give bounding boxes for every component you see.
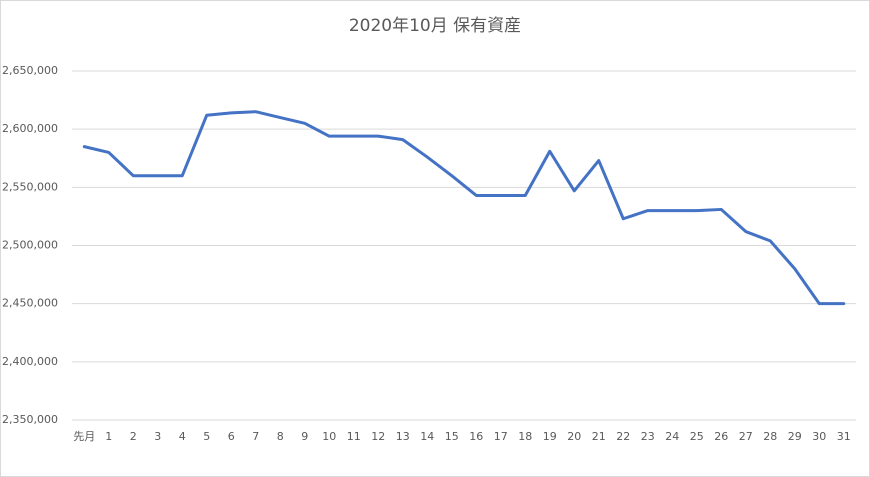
y-tick-label: 2,500,000 bbox=[2, 239, 58, 252]
x-tick-label: 3 bbox=[154, 430, 161, 443]
x-tick-label: 26 bbox=[714, 430, 728, 443]
x-tick-label: 19 bbox=[543, 430, 557, 443]
x-tick-label: 10 bbox=[322, 430, 336, 443]
x-tick-label: 9 bbox=[301, 430, 308, 443]
x-tick-label: 7 bbox=[252, 430, 259, 443]
x-tick-label: 5 bbox=[203, 430, 210, 443]
x-tick-label: 16 bbox=[469, 430, 483, 443]
x-tick-label: 23 bbox=[641, 430, 655, 443]
x-tick-label: 27 bbox=[739, 430, 753, 443]
x-tick-label: 25 bbox=[690, 430, 704, 443]
y-tick-label: 2,650,000 bbox=[2, 64, 58, 77]
y-tick-label: 2,450,000 bbox=[2, 297, 58, 310]
x-tick-label: 17 bbox=[494, 430, 508, 443]
x-tick-label: 2 bbox=[130, 430, 137, 443]
y-tick-label: 2,350,000 bbox=[2, 413, 58, 426]
x-tick-label: 20 bbox=[567, 430, 581, 443]
x-tick-label: 22 bbox=[616, 430, 630, 443]
x-tick-label: 14 bbox=[420, 430, 434, 443]
x-tick-label: 11 bbox=[347, 430, 361, 443]
x-tick-label: 13 bbox=[396, 430, 410, 443]
x-tick-label: 24 bbox=[665, 430, 679, 443]
x-tick-label: 18 bbox=[518, 430, 532, 443]
x-tick-label: 29 bbox=[788, 430, 802, 443]
y-tick-label: 2,550,000 bbox=[2, 180, 58, 193]
x-tick-label: 28 bbox=[763, 430, 777, 443]
x-tick-label: 12 bbox=[371, 430, 385, 443]
x-tick-label: 6 bbox=[228, 430, 235, 443]
x-tick-label: 1 bbox=[105, 430, 112, 443]
x-tick-label: 先月 bbox=[73, 430, 95, 443]
y-tick-label: 2,400,000 bbox=[2, 355, 58, 368]
y-tick-label: 2,600,000 bbox=[2, 122, 58, 135]
x-tick-label: 4 bbox=[179, 430, 186, 443]
x-tick-label: 31 bbox=[837, 430, 851, 443]
x-tick-label: 15 bbox=[445, 430, 459, 443]
x-tick-label: 30 bbox=[812, 430, 826, 443]
x-tick-label: 8 bbox=[277, 430, 284, 443]
data-line bbox=[82, 110, 846, 306]
x-tick-label: 21 bbox=[592, 430, 606, 443]
chart-title: 2020年10月 保有資産 bbox=[349, 16, 521, 36]
